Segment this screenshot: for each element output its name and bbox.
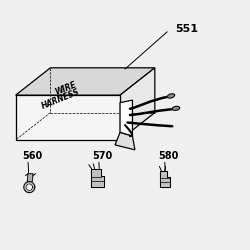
Text: HARNESS: HARNESS <box>40 87 81 111</box>
Polygon shape <box>26 184 32 190</box>
Polygon shape <box>172 106 180 110</box>
Polygon shape <box>16 95 120 140</box>
Polygon shape <box>167 94 174 98</box>
Text: 580: 580 <box>158 151 179 161</box>
Text: 560: 560 <box>22 151 42 161</box>
Polygon shape <box>160 171 170 187</box>
Polygon shape <box>24 182 35 192</box>
Text: 570: 570 <box>93 151 113 161</box>
Text: WIRE: WIRE <box>53 80 78 97</box>
Polygon shape <box>120 68 155 140</box>
Polygon shape <box>27 174 33 182</box>
Polygon shape <box>115 132 135 150</box>
Polygon shape <box>92 168 104 187</box>
Polygon shape <box>16 68 155 95</box>
Text: 551: 551 <box>175 24 198 34</box>
Polygon shape <box>120 100 132 136</box>
